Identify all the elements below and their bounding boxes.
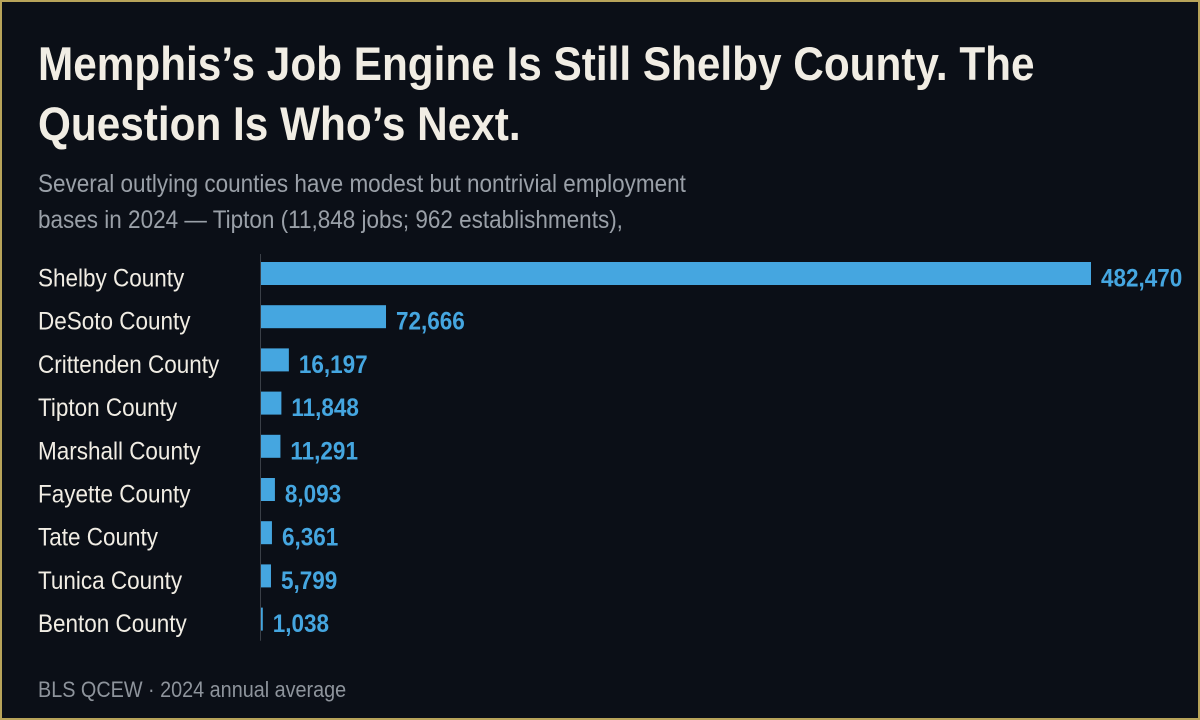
source-note: BLS QCEW · 2024 annual average: [38, 677, 347, 702]
value-label: 8,093: [285, 480, 341, 508]
value-label: 11,848: [291, 394, 359, 422]
bar: [261, 607, 263, 631]
bar: [261, 391, 282, 415]
value-label: 11,291: [290, 437, 358, 465]
bar: [261, 348, 289, 372]
value-label: 16,197: [299, 351, 368, 379]
category-label: Fayette County: [38, 480, 191, 508]
value-label: 482,470: [1101, 264, 1182, 292]
bar: [261, 521, 272, 545]
value-label: 6,361: [282, 524, 338, 552]
bar: [261, 478, 275, 501]
chart-title: Memphis’s Job Engine Is Still Shelby Cou…: [38, 37, 1035, 150]
category-label: Crittenden County: [38, 351, 219, 379]
bar: [261, 564, 271, 588]
bar: [261, 262, 1091, 285]
bar: [261, 434, 281, 458]
value-label: 72,666: [396, 308, 465, 336]
bar-chart: Shelby County 482,470 DeSoto County 72,666 C…: [38, 254, 1182, 641]
category-label: Tunica County: [38, 567, 182, 595]
value-label: 5,799: [281, 567, 337, 595]
chart-subtitle: Several outlying counties have modest bu…: [38, 170, 686, 234]
category-label: Marshall County: [38, 437, 201, 465]
category-label: Tipton County: [38, 394, 177, 422]
bar: [261, 305, 387, 329]
value-label: 1,038: [273, 610, 329, 638]
category-label: Tate County: [38, 524, 158, 552]
category-label: Shelby County: [38, 264, 184, 292]
category-label: DeSoto County: [38, 308, 191, 336]
category-label: Benton County: [38, 610, 187, 638]
